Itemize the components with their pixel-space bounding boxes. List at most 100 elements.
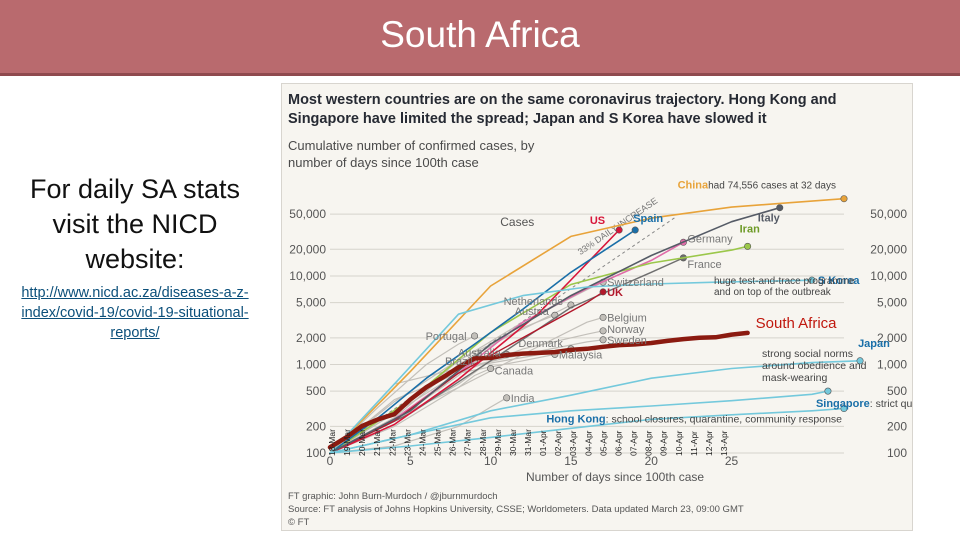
series-line-india (329, 397, 508, 454)
date-label: 21-Mar (372, 429, 382, 456)
x-tick-label: 5 (407, 454, 414, 468)
y-tick-label-right: 500 (887, 384, 907, 398)
date-label: 06-Apr (613, 430, 623, 456)
y-tick-label-left: 20,000 (289, 242, 326, 256)
country-label-brazil: Brazil (445, 356, 473, 368)
date-label: 25-Mar (433, 429, 443, 456)
country-label-switzerland: Switzerland (607, 277, 664, 289)
date-label: 13-Apr (719, 430, 729, 456)
series-line-hong-kong (329, 407, 845, 454)
series-endpoint (744, 242, 752, 250)
country-label-south-africa: South Africa (756, 315, 838, 332)
series-endpoint (599, 313, 607, 321)
y-tick-label-left: 5,000 (296, 296, 326, 310)
date-label: 04-Apr (583, 430, 593, 456)
country-label-malaysia: Malaysia (559, 349, 603, 361)
y-tick-label-left: 10,000 (289, 269, 326, 283)
series-line-canada (329, 367, 492, 454)
series-line-singapore (329, 390, 829, 454)
series-line-japan (329, 359, 861, 454)
date-label: 27-Mar (463, 429, 473, 456)
date-label: 20-Mar (357, 429, 367, 456)
country-label-suffix: : school closures, quarantine, community… (606, 414, 843, 426)
ft-chart-frame: Most western countries are on the same c… (281, 83, 913, 531)
date-label: 01-Apr (538, 430, 548, 456)
country-label-india: India (511, 393, 536, 405)
series-endpoint (840, 195, 848, 203)
series-line-portugal (329, 335, 476, 454)
date-label: 09-Apr (659, 430, 669, 456)
credit-copyright: © FT (288, 517, 309, 528)
x-tick-label: 15 (564, 454, 578, 468)
country-label-portugal: Portugal (426, 331, 467, 343)
country-label-china: Chinahad 74,556 cases at 32 days (678, 180, 836, 192)
date-label: 03-Apr (568, 430, 578, 456)
date-label: 22-Mar (387, 429, 397, 456)
date-label: 18-Mar (327, 429, 337, 456)
date-label: 19-Mar (342, 429, 352, 456)
title-bar: South Africa (0, 0, 960, 76)
country-label-japan: Japan (858, 338, 890, 350)
y-tick-label-left: 500 (306, 384, 326, 398)
country-label-belgium: Belgium (607, 312, 647, 324)
y-tick-label-right: 1,000 (877, 357, 907, 371)
country-label-norway: Norway (607, 324, 645, 336)
country-label-singapore: Singapore: strict quarantine rules & con… (816, 398, 912, 410)
country-label-suffix: had 74,556 cases at 32 days (708, 181, 836, 192)
date-label: 02-Apr (553, 430, 563, 456)
series-endpoint (503, 394, 511, 402)
y-tick-label-left: 100 (306, 446, 326, 460)
country-label-germany: Germany (687, 233, 733, 245)
date-label: 31-Mar (523, 429, 533, 456)
series-line-spain (329, 229, 637, 454)
date-label: 05-Apr (598, 430, 608, 456)
credit-graphic: FT graphic: John Burn-Murdoch / @jburnmu… (288, 491, 498, 502)
series-line-s-korea (329, 279, 813, 454)
y-tick-label-left: 50,000 (289, 207, 326, 221)
date-label: 11-Apr (689, 431, 699, 456)
y-tick-label-right: 200 (887, 419, 907, 433)
s-korea-annotation: huge test-and-trace programme and on top … (714, 276, 855, 298)
series-endpoint (856, 357, 864, 365)
y-tick-label-left: 1,000 (296, 357, 326, 371)
y-tick-label-right: 5,000 (877, 296, 907, 310)
series-endpoint (840, 405, 848, 413)
country-label-iran: Iran (740, 223, 760, 235)
series-endpoint (471, 332, 479, 340)
x-tick-label: 25 (725, 454, 739, 468)
country-label-suffix: : strict quarantine rules & contact trac… (870, 398, 912, 410)
chart-title: Most western countries are on the same c… (288, 92, 836, 127)
country-label-uk: UK (607, 287, 623, 299)
series-line-us (329, 229, 620, 454)
date-label: 24-Mar (417, 429, 427, 456)
chart-subtitle: Cumulative number of confirmed cases, by… (288, 138, 535, 170)
japan-annotation: strong social norms around obedience and m… (762, 348, 867, 384)
series-endpoint (615, 226, 623, 234)
country-label-sweden: Sweden (607, 335, 647, 347)
series-line-south-africa (327, 330, 750, 450)
country-label-netherlands: Netherlands (504, 296, 564, 308)
series-endpoint (599, 327, 607, 335)
date-label: 23-Mar (402, 429, 412, 456)
series-line-italy (329, 206, 781, 454)
left-text-panel: For daily SA stats visit the NICD websit… (20, 172, 250, 343)
y-tick-label-left: 200 (306, 419, 326, 433)
y-tick-label-left: 2,000 (296, 331, 326, 345)
country-label-france: France (687, 259, 721, 271)
y-tick-label-right: 2,000 (877, 331, 907, 345)
reference-line-33pct (329, 216, 676, 454)
country-label-hong-kong: Hong Kong: school closures, quarantine, … (546, 414, 842, 426)
series-endpoint (808, 276, 816, 284)
series-endpoint (631, 226, 639, 234)
x-tick-label: 0 (327, 454, 334, 468)
nicd-link[interactable]: http://www.nicd.ac.za/diseases-a-z-index… (21, 285, 249, 341)
country-label-s-korea: S Korea (818, 275, 860, 287)
country-label-denmark: Denmark (518, 338, 563, 350)
country-label-austria: Austria (515, 306, 550, 318)
date-label: 28-Mar (478, 429, 488, 456)
nicd-heading: For daily SA stats visit the NICD websit… (29, 174, 241, 274)
date-label: 10-Apr (674, 430, 684, 456)
x-tick-label: 20 (645, 454, 659, 468)
y-tick-label-right: 50,000 (870, 207, 907, 221)
series-line-china (329, 197, 845, 454)
